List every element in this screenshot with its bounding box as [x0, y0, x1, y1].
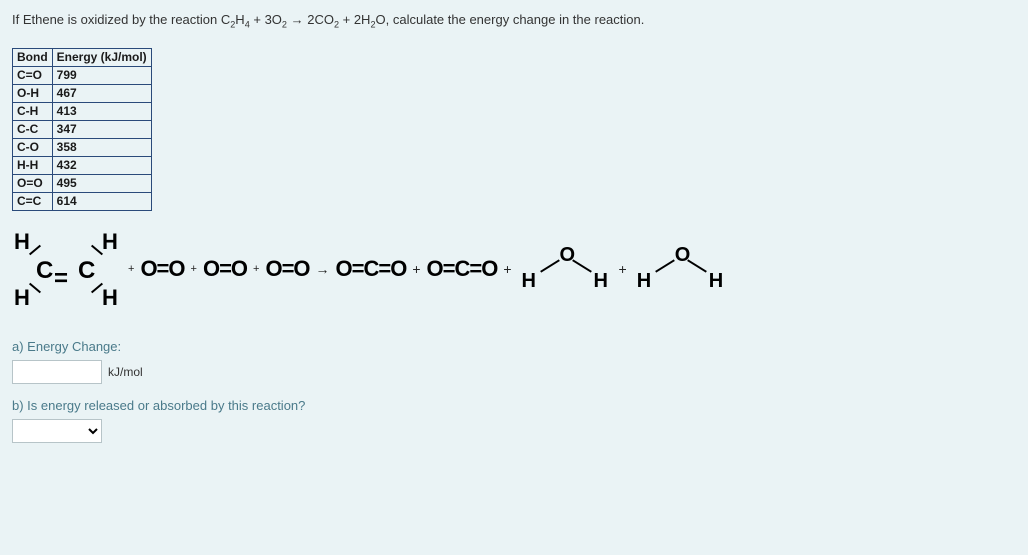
- unit-label: kJ/mol: [108, 365, 143, 379]
- double-bond: =: [54, 265, 66, 293]
- table-row: C-C347: [13, 120, 152, 138]
- co2-molecule: O=C=O: [427, 256, 498, 282]
- part-a-answer-row: kJ/mol: [12, 360, 1016, 384]
- table-row: C-H413: [13, 102, 152, 120]
- question-text: If Ethene is oxidized by the reaction C2…: [12, 12, 1016, 30]
- o2-molecule: O=O: [265, 256, 309, 282]
- table-row: C=C614: [13, 192, 152, 210]
- part-b-label: b) Is energy released or absorbed by thi…: [12, 398, 1016, 413]
- bond-line: [29, 244, 41, 255]
- table-row: C-O358: [13, 138, 152, 156]
- h-atom: H: [102, 285, 118, 311]
- h-atom: H: [637, 270, 651, 293]
- arrow-operator: →: [316, 261, 330, 277]
- plus-operator: +: [503, 261, 511, 277]
- water-molecule: O H H: [518, 244, 613, 294]
- water-molecule: O H H: [633, 244, 728, 294]
- co2-molecule: O=C=O: [336, 256, 407, 282]
- h-atom: H: [14, 285, 30, 311]
- h-atom: H: [594, 270, 608, 293]
- o2-molecule: O=O: [203, 256, 247, 282]
- plus-operator: +: [619, 261, 627, 277]
- plus-operator: +: [128, 263, 134, 275]
- q-text: If Ethene is oxidized by the reaction C: [12, 12, 230, 27]
- bond-line: [540, 259, 560, 272]
- part-a-label: a) Energy Change:: [12, 339, 1016, 354]
- o-atom: O: [675, 244, 691, 267]
- o2-molecule: O=O: [140, 256, 184, 282]
- plus-operator: +: [412, 261, 420, 277]
- h-atom: H: [102, 229, 118, 255]
- energy-change-input[interactable]: [12, 360, 102, 384]
- table-row: O=O495: [13, 174, 152, 192]
- table-row: H-H432: [13, 156, 152, 174]
- table-header-energy: Energy (kJ/mol): [52, 48, 151, 66]
- o-atom: O: [560, 244, 576, 267]
- bond-line: [655, 259, 675, 272]
- reaction-diagram: H H C = C H H + O=O + O=O + O=O → O=C=O …: [12, 229, 1016, 309]
- part-b-answer-row: [12, 419, 1016, 443]
- table-row: O-H467: [13, 84, 152, 102]
- ethene-molecule: H H C = C H H: [12, 229, 122, 309]
- table-header-bond: Bond: [13, 48, 53, 66]
- plus-operator: +: [191, 263, 197, 275]
- bond-energy-table: Bond Energy (kJ/mol) C=O799 O-H467 C-H41…: [12, 48, 152, 211]
- h-atom: H: [14, 229, 30, 255]
- c-atom: C: [78, 257, 95, 285]
- plus-operator: +: [253, 263, 259, 275]
- h-atom: H: [709, 270, 723, 293]
- c-atom: C: [36, 257, 53, 285]
- table-row: C=O799: [13, 66, 152, 84]
- released-absorbed-select[interactable]: [12, 419, 102, 443]
- h-atom: H: [522, 270, 536, 293]
